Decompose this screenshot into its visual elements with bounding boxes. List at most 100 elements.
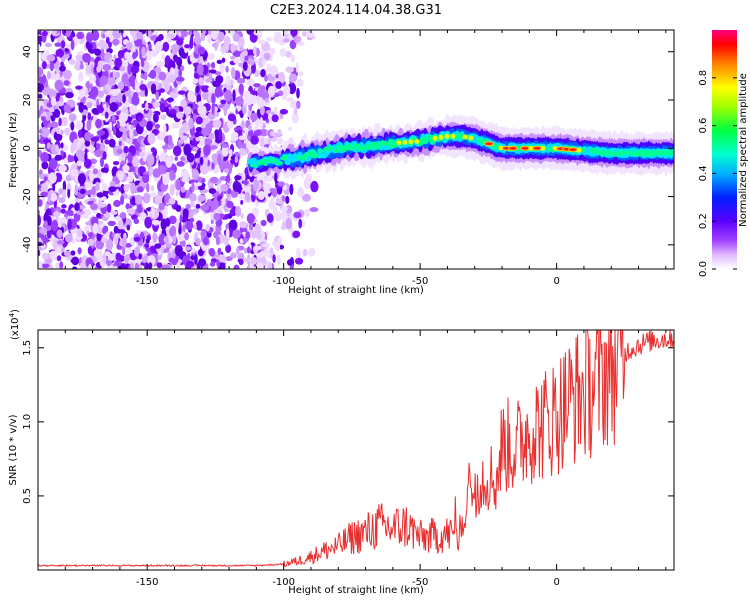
spectrogram-noise-blob (303, 209, 310, 218)
spectrogram-noise-blob (53, 108, 61, 118)
spectrogram-noise-blob (102, 64, 112, 71)
spectrogram-noise-blob (172, 145, 182, 157)
spectrogram-noise-blob (69, 233, 73, 239)
spectrogram-noise-blob (77, 173, 86, 185)
spectrogram-noise-blob (53, 238, 58, 249)
spectrogram-noise-blob (298, 71, 304, 77)
spectrogram-noise-blob (78, 145, 84, 151)
spectrogram-noise-blob (60, 142, 64, 149)
snr-x-label: Height of straight line (km) (288, 585, 424, 596)
spectrogram-noise-blob (54, 154, 63, 161)
spectrogram-noise-blob (107, 77, 116, 86)
spectrogram-noise-blob (155, 41, 163, 52)
spectrogram-noise-blob (109, 57, 113, 66)
spectrogram-noise-blob (269, 65, 279, 76)
spectrogram-noise-blob (191, 247, 196, 254)
spectrogram-noise-blob (133, 259, 142, 265)
spectrogram-noise-blob (178, 226, 182, 235)
spectrogram-noise-blob (117, 50, 125, 59)
spectrogram-noise-blob (211, 93, 216, 105)
spectrogram-noise-blob (90, 203, 98, 211)
spectrogram-noise-blob (145, 101, 149, 111)
spectrogram-noise-blob (185, 203, 191, 210)
spectrogram-noise-blob (189, 217, 195, 223)
spectrogram-noise-blob (182, 224, 186, 233)
spectrogram-noise-blob (49, 250, 58, 260)
spectrogram-noise-blob (176, 262, 181, 269)
spectrogram-noise-blob (174, 245, 183, 257)
spectrogram-noise-blob (262, 58, 267, 66)
spectrogram-noise-blob (274, 211, 283, 222)
spectrogram-noise-blob (112, 38, 120, 46)
spectrogram-noise-blob (38, 109, 41, 118)
spectrogram-noise-blob (134, 246, 141, 257)
spectrogram-noise-blob (208, 247, 216, 257)
spectrogram-noise-blob (135, 141, 140, 152)
spectrogram-noise-blob (42, 252, 49, 260)
spectrogram-noise-blob (143, 192, 151, 204)
spectrogram-noise-blob (207, 52, 215, 60)
spectrogram-noise-blob (275, 81, 282, 89)
spectrogram-noise-blob (253, 245, 262, 250)
spectrogram-noise-blob (112, 30, 122, 39)
spectrogram-noise-blob (70, 168, 78, 177)
spectrogram-hotspot (450, 133, 456, 139)
spectrogram-noise-blob (207, 34, 212, 44)
spectrogram-noise-blob (202, 30, 206, 35)
spectrogram-noise-blob (127, 63, 133, 75)
spectrogram-noise-blob (275, 243, 281, 252)
spectrogram-noise-blob (58, 117, 62, 127)
spectrogram-noise-blob (107, 220, 116, 226)
spectrogram-noise-blob (63, 157, 68, 164)
spectrogram-noise-blob (130, 182, 136, 195)
spectrogram-noise-blob (158, 202, 166, 211)
spectrogram-noise-blob (46, 229, 52, 239)
spectrogram-noise-blob (50, 192, 58, 202)
spectrogram-noise-blob (268, 76, 276, 82)
spectrogram-noise-blob (140, 57, 145, 68)
spectrogram-noise-blob (39, 84, 44, 91)
spectrogram-noise-blob (223, 168, 230, 174)
spectrogram-noise-blob (123, 183, 130, 193)
spectrogram-noise-blob (181, 30, 189, 38)
spectrogram-noise-blob (68, 59, 76, 65)
spectrogram-noise-blob (157, 165, 167, 171)
spectrogram-noise-blob (70, 121, 75, 131)
spectrogram-ridge-blob (388, 138, 394, 144)
spectrogram-noise-blob (255, 232, 262, 240)
spectrogram-x-label: Height of straight line (km) (288, 285, 424, 296)
spectrogram-noise-blob (232, 229, 241, 239)
spectrogram-noise-blob (41, 60, 47, 70)
spectrogram-noise-blob (86, 119, 92, 131)
spectrogram-noise-blob (171, 233, 177, 245)
spectrogram-noise-blob (45, 115, 51, 121)
spectrogram-noise-blob (244, 185, 253, 193)
spectrogram-noise-blob (96, 212, 101, 218)
spectrogram-noise-blob (104, 213, 111, 218)
spectrogram-noise-blob (288, 73, 298, 83)
spectrogram-noise-blob (48, 172, 57, 184)
spectrogram-noise-blob (111, 115, 116, 122)
spectrogram-noise-blob (224, 240, 229, 246)
spectrogram-noise-blob (180, 187, 186, 193)
spectrogram-noise-blob (38, 43, 41, 51)
spectrogram-noise-blob (225, 75, 231, 86)
spectrogram-noise-blob (130, 262, 134, 269)
spectrogram-noise-blob (133, 218, 140, 225)
spectrogram-noise-blob (176, 76, 185, 82)
spectrogram-noise-blob (102, 227, 107, 235)
spectrogram-noise-blob (114, 88, 120, 95)
spectrogram-noise-blob (152, 101, 161, 108)
spectrogram-noise-blob (256, 252, 264, 259)
spectrogram-noise-blob (197, 46, 206, 55)
y-tick-label: 1.5 (22, 340, 33, 356)
spectrogram-noise-blob (195, 237, 201, 246)
spectrogram-noise-blob (291, 112, 299, 124)
spectrogram-ridge-blob (310, 153, 319, 159)
spectrogram-noise-blob (130, 125, 134, 130)
spectrogram-noise-blob (240, 199, 244, 205)
spectrogram-noise-blob (215, 90, 224, 97)
spectrogram-noise-blob (84, 140, 91, 147)
spectrogram-noise-blob (260, 219, 267, 227)
